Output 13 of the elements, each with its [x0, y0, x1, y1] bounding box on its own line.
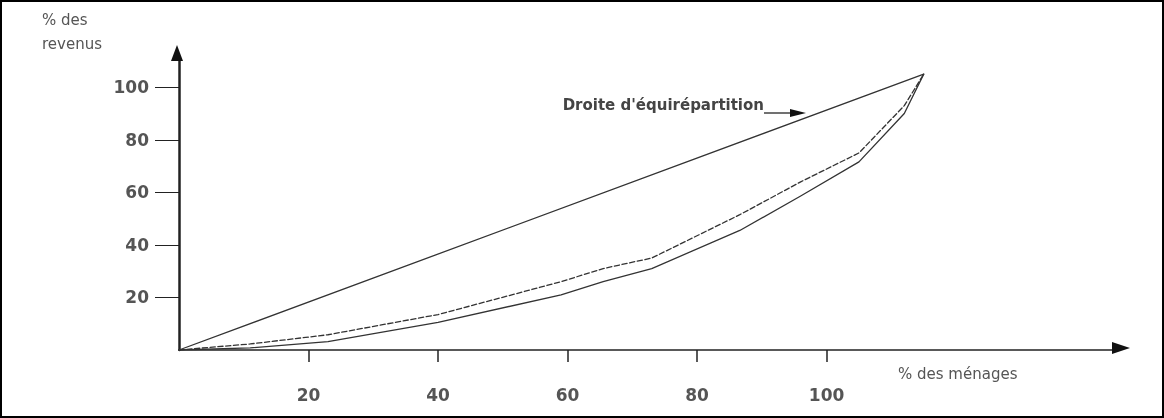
annotation: Droite d'équirépartition: [562, 95, 764, 114]
y-tick-label: 100: [113, 77, 150, 98]
x-tick-label: 60: [555, 384, 580, 405]
x-tick-label: 80: [685, 384, 710, 405]
x-tick-label: 40: [426, 384, 451, 405]
y-axis-title: % des revenus: [42, 11, 103, 53]
y-tick-label: 80: [125, 129, 150, 150]
x-axis-title: % des ménages: [898, 364, 1018, 383]
x-tick-label: 100: [808, 384, 845, 405]
y-tick-label: 20: [125, 287, 150, 308]
y-tick-label: 60: [125, 182, 150, 203]
y-tick-label: 40: [125, 234, 150, 255]
x-tick-label: 20: [296, 384, 321, 405]
